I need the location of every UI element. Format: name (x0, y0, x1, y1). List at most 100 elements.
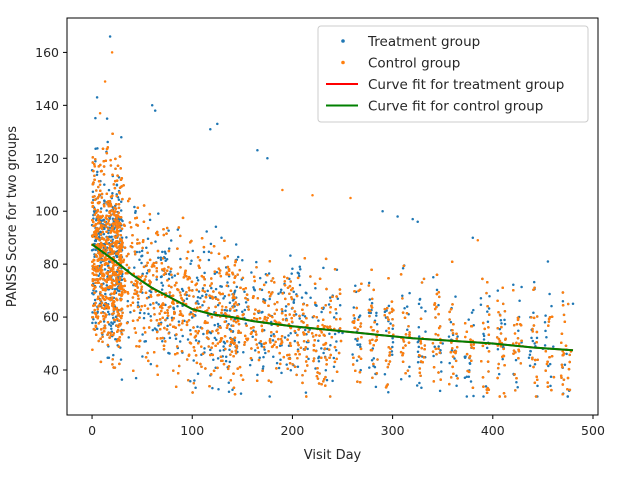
data-point (304, 369, 307, 373)
data-point (234, 344, 238, 348)
data-point (280, 308, 284, 311)
data-point (155, 301, 158, 304)
data-point (107, 331, 110, 334)
data-point (94, 333, 98, 337)
data-point (391, 341, 395, 344)
data-point (111, 363, 114, 366)
data-point (103, 220, 107, 223)
data-point (111, 322, 115, 326)
data-point (535, 315, 539, 318)
data-point (287, 334, 290, 337)
data-point (245, 337, 248, 341)
data-point (133, 266, 136, 269)
data-point (496, 366, 500, 370)
data-point (169, 267, 173, 271)
data-point (316, 366, 319, 370)
data-point (188, 276, 192, 280)
data-point (116, 223, 120, 227)
data-point (502, 347, 505, 351)
data-point (100, 306, 104, 310)
data-point (286, 286, 290, 290)
data-point (105, 117, 109, 120)
data-point (252, 294, 255, 298)
data-point (163, 311, 167, 315)
data-point (185, 297, 189, 301)
data-point (141, 355, 144, 358)
data-point (292, 314, 296, 317)
data-point (196, 278, 200, 282)
data-point (191, 391, 194, 394)
data-point (175, 281, 178, 285)
data-point (194, 329, 197, 333)
data-point (95, 215, 99, 219)
data-point (231, 330, 235, 333)
data-point (223, 308, 227, 312)
data-point (514, 358, 518, 362)
data-point (172, 369, 175, 372)
data-point (396, 215, 399, 218)
data-point (179, 294, 182, 297)
data-point (232, 354, 235, 358)
data-point (178, 340, 182, 343)
data-point (503, 309, 507, 313)
data-point (548, 292, 551, 296)
data-point (133, 327, 136, 330)
data-point (94, 218, 98, 222)
data-point (129, 310, 132, 314)
data-point (324, 369, 328, 372)
data-point (164, 259, 167, 263)
data-point (469, 338, 472, 341)
data-point (544, 329, 547, 333)
data-point (204, 367, 207, 370)
data-point (274, 340, 277, 344)
data-point (434, 347, 438, 351)
data-point (449, 350, 453, 354)
data-point (417, 302, 421, 306)
data-point (153, 109, 157, 112)
data-point (151, 328, 155, 332)
data-point (203, 271, 206, 275)
data-point (387, 277, 390, 280)
data-point (228, 360, 232, 364)
data-point (549, 384, 552, 388)
data-point (469, 380, 473, 383)
data-point (131, 301, 135, 304)
data-point (297, 328, 300, 331)
data-point (288, 292, 291, 295)
data-point (237, 322, 241, 326)
data-point (166, 316, 169, 320)
data-point (183, 293, 187, 296)
data-point (451, 332, 455, 335)
data-point (334, 308, 337, 311)
data-point (332, 356, 336, 360)
data-point (250, 347, 253, 350)
data-point (325, 358, 328, 362)
data-point (465, 352, 469, 356)
data-point (408, 291, 411, 295)
data-point (100, 192, 104, 196)
data-point (92, 233, 96, 237)
data-point (532, 280, 536, 284)
data-point (456, 335, 459, 338)
data-point (520, 285, 523, 289)
data-point (227, 269, 231, 273)
data-point (192, 295, 195, 298)
data-point (485, 291, 488, 295)
data-point (115, 203, 118, 206)
data-point (165, 226, 169, 230)
data-point (106, 343, 110, 347)
data-point (307, 357, 310, 361)
data-point (196, 255, 200, 259)
data-point (286, 367, 289, 370)
data-point (353, 326, 356, 329)
data-point (418, 381, 421, 385)
data-point (95, 173, 99, 176)
data-point (138, 241, 141, 245)
data-point (299, 268, 302, 271)
data-point (375, 314, 378, 317)
data-point (293, 329, 297, 333)
data-point (120, 332, 124, 336)
data-point (543, 320, 547, 324)
data-point (546, 381, 549, 384)
data-point (119, 216, 123, 219)
